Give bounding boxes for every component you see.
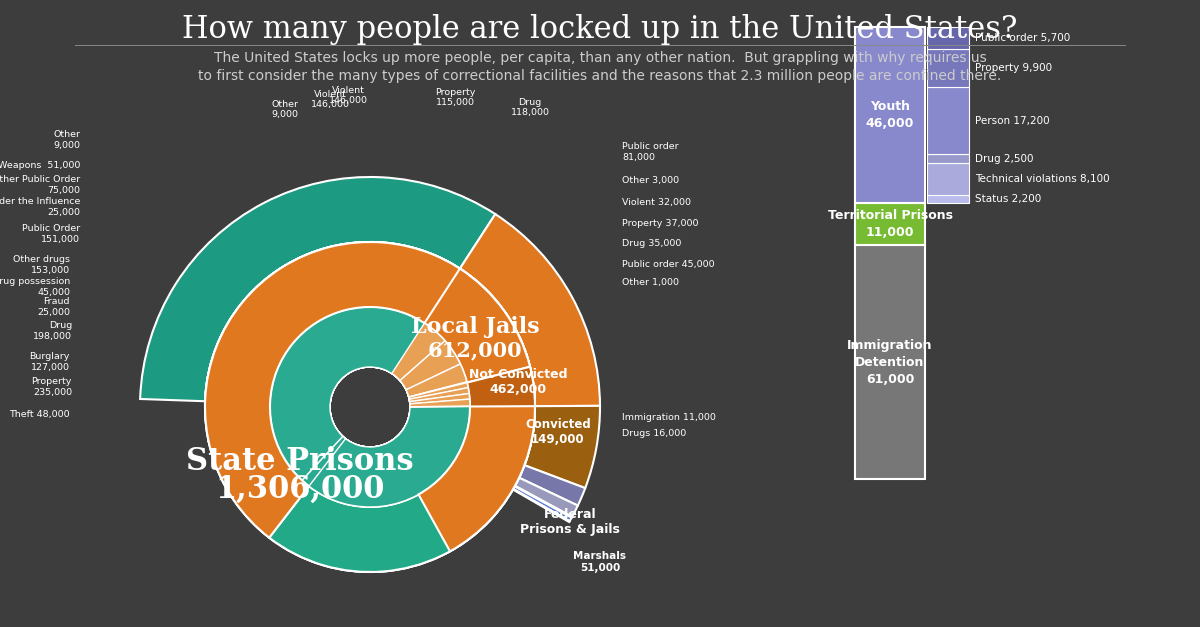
Wedge shape <box>460 214 600 406</box>
Text: Federal
Prisons & Jails: Federal Prisons & Jails <box>520 508 620 536</box>
Text: Drugs 16,000: Drugs 16,000 <box>622 429 686 438</box>
Wedge shape <box>140 177 496 401</box>
Wedge shape <box>512 489 570 522</box>
Wedge shape <box>467 367 535 406</box>
Bar <box>928 195 970 203</box>
Wedge shape <box>205 242 535 572</box>
Text: Marshals
51,000: Marshals 51,000 <box>574 551 626 573</box>
Text: Local Jails: Local Jails <box>410 316 539 338</box>
Wedge shape <box>205 242 535 572</box>
Wedge shape <box>514 487 571 521</box>
Wedge shape <box>391 323 445 381</box>
Text: Territorial Prisons
11,000: Territorial Prisons 11,000 <box>828 209 953 240</box>
Text: Other 3,000: Other 3,000 <box>622 176 679 184</box>
Wedge shape <box>270 307 470 507</box>
Text: Property
235,000: Property 235,000 <box>31 377 72 397</box>
Text: Weapons  51,000: Weapons 51,000 <box>0 161 80 169</box>
Text: Status 2,200: Status 2,200 <box>974 194 1042 204</box>
Text: Immigration 11,000: Immigration 11,000 <box>622 413 716 421</box>
Text: Drug
118,000: Drug 118,000 <box>510 98 550 117</box>
Bar <box>928 154 970 164</box>
Wedge shape <box>400 341 461 390</box>
Wedge shape <box>520 465 586 505</box>
Bar <box>854 203 925 245</box>
Text: Burglary
127,000: Burglary 127,000 <box>30 352 70 372</box>
Text: Fraud
25,000: Fraud 25,000 <box>37 297 70 317</box>
Text: Violent
146,000: Violent 146,000 <box>329 86 367 105</box>
Bar <box>928 87 970 154</box>
Text: Not Convicted
462,000: Not Convicted 462,000 <box>469 368 568 396</box>
Wedge shape <box>270 307 470 507</box>
Wedge shape <box>409 394 469 404</box>
Wedge shape <box>270 307 470 507</box>
Wedge shape <box>205 242 535 551</box>
Wedge shape <box>425 268 530 382</box>
Text: Immigration
Detention
61,000: Immigration Detention 61,000 <box>847 339 932 386</box>
Wedge shape <box>205 242 535 572</box>
Text: Person 17,200: Person 17,200 <box>974 115 1050 125</box>
Text: Property 9,900: Property 9,900 <box>974 63 1052 73</box>
Wedge shape <box>270 307 470 507</box>
Text: Drug
198,000: Drug 198,000 <box>34 321 72 340</box>
Text: Drug 2,500: Drug 2,500 <box>974 154 1033 164</box>
Bar <box>928 164 970 195</box>
Wedge shape <box>406 364 467 397</box>
Text: 612,000: 612,000 <box>427 340 522 360</box>
Wedge shape <box>410 399 470 407</box>
Text: Other Public Order
75,000: Other Public Order 75,000 <box>0 176 80 195</box>
Wedge shape <box>409 382 467 398</box>
Text: Other 1,000: Other 1,000 <box>622 278 679 288</box>
Wedge shape <box>409 382 468 399</box>
Wedge shape <box>524 406 600 488</box>
Text: The United States locks up more people, per capita, than any other nation.  But : The United States locks up more people, … <box>214 51 986 65</box>
Text: Public order
81,000: Public order 81,000 <box>622 142 679 162</box>
Text: Property 37,000: Property 37,000 <box>622 218 698 228</box>
Wedge shape <box>515 486 572 518</box>
Bar <box>928 27 970 49</box>
Text: State Prisons: State Prisons <box>186 446 414 478</box>
Text: Violent
146,000: Violent 146,000 <box>311 90 349 109</box>
Wedge shape <box>270 307 470 507</box>
Text: Property
115,000: Property 115,000 <box>434 88 475 107</box>
Text: Other drugs
153,000: Other drugs 153,000 <box>13 255 70 275</box>
Text: Youth
46,000: Youth 46,000 <box>866 100 914 130</box>
Text: Public Order
151,000: Public Order 151,000 <box>22 224 80 244</box>
Text: Theft 48,000: Theft 48,000 <box>10 409 70 418</box>
Wedge shape <box>270 307 470 507</box>
Wedge shape <box>270 307 470 507</box>
Bar <box>854 245 925 479</box>
Text: Technical violations 8,100: Technical violations 8,100 <box>974 174 1110 184</box>
Text: to first consider the many types of correctional facilities and the reasons that: to first consider the many types of corr… <box>198 69 1002 83</box>
Wedge shape <box>270 307 470 507</box>
Wedge shape <box>409 387 469 402</box>
Text: How many people are locked up in the United States?: How many people are locked up in the Uni… <box>182 14 1018 45</box>
Text: Public order 5,700: Public order 5,700 <box>974 33 1070 43</box>
Text: Other
9,000: Other 9,000 <box>53 130 80 150</box>
Text: Drug possession
45,000: Drug possession 45,000 <box>0 277 70 297</box>
Wedge shape <box>515 478 578 517</box>
Text: Violent 32,000: Violent 32,000 <box>622 199 691 208</box>
Bar <box>854 27 925 203</box>
Text: 1,306,000: 1,306,000 <box>215 473 385 505</box>
Text: Driving Under the Influence
25,000: Driving Under the Influence 25,000 <box>0 198 80 217</box>
Text: Public order 45,000: Public order 45,000 <box>622 260 715 270</box>
Bar <box>928 49 970 87</box>
Text: Convicted
149,000: Convicted 149,000 <box>526 418 590 446</box>
Wedge shape <box>270 307 470 507</box>
Text: Drug 35,000: Drug 35,000 <box>622 238 682 248</box>
Text: Other
9,000: Other 9,000 <box>271 100 299 119</box>
